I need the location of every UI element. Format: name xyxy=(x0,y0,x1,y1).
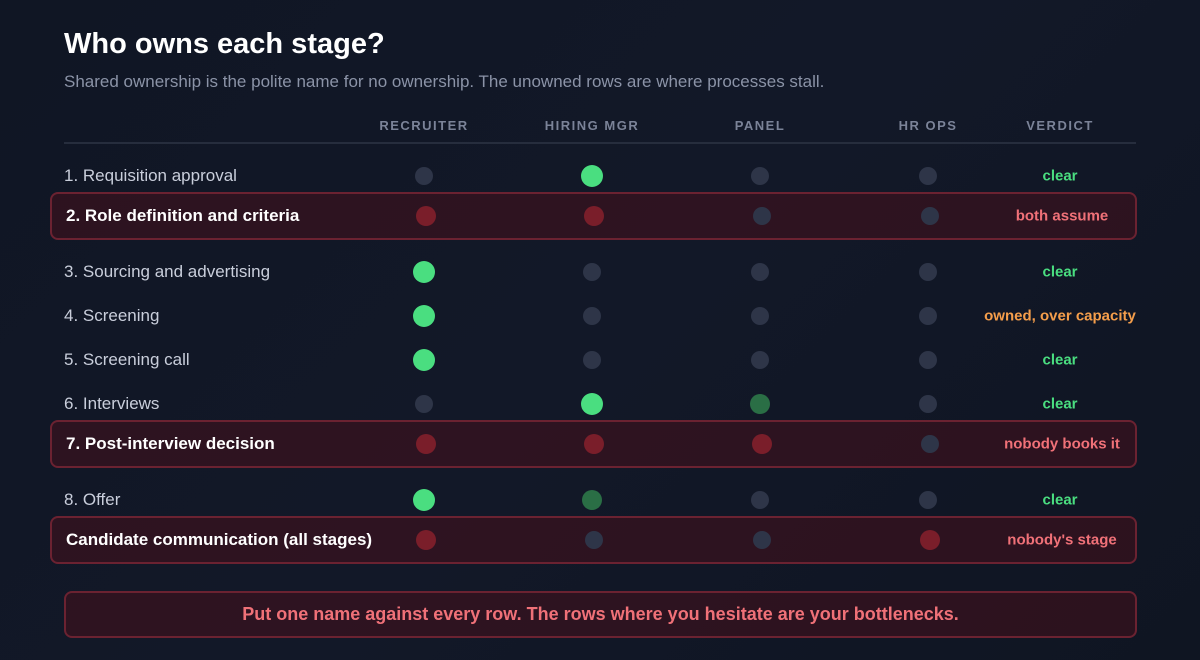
verdict-label: nobody's stage xyxy=(1007,531,1117,549)
ownership-dot-recruiter xyxy=(416,434,436,454)
ownership-dot-recruiter xyxy=(413,349,435,371)
verdict-label: owned, over capacity xyxy=(984,307,1136,325)
table-row-flagged: Candidate communication (all stages) nobo… xyxy=(50,516,1137,564)
ownership-dot-hiring-mgr xyxy=(584,434,604,454)
verdict-label: both assume xyxy=(1015,207,1109,225)
callout-banner: Put one name against every row. The rows… xyxy=(64,591,1137,638)
column-header-verdict: VERDICT xyxy=(1026,118,1094,133)
stage-label: 1. Requisition approval xyxy=(64,166,237,185)
table-row: 4. Screening owned, over capacity xyxy=(50,292,1137,340)
ownership-dot-panel xyxy=(751,307,769,325)
ownership-dot-hiring-mgr xyxy=(583,307,601,325)
stage-label: 7. Post-interview decision xyxy=(66,434,275,453)
verdict-label: clear xyxy=(1042,263,1078,281)
ownership-dot-hr-ops xyxy=(919,167,937,185)
stage-label: 4. Screening xyxy=(64,306,160,325)
column-header-hr-ops: HR OPS xyxy=(898,118,958,133)
table-row-flagged: 2. Role definition and criteria both assu… xyxy=(50,192,1137,240)
ownership-dot-hiring-mgr xyxy=(583,263,601,281)
ownership-dot-panel xyxy=(750,394,770,414)
ownership-dot-recruiter xyxy=(413,489,435,511)
verdict-label: clear xyxy=(1042,395,1078,413)
ownership-dot-recruiter xyxy=(416,206,436,226)
ownership-dot-hr-ops xyxy=(919,263,937,281)
ownership-dot-hiring-mgr xyxy=(581,165,603,187)
table-row: 8. Offer clear xyxy=(50,476,1137,524)
ownership-dot-panel xyxy=(751,351,769,369)
ownership-dot-hiring-mgr xyxy=(583,351,601,369)
stage-label: 5. Screening call xyxy=(64,350,190,369)
ownership-dot-hiring-mgr xyxy=(585,531,603,549)
ownership-dot-hr-ops xyxy=(919,395,937,413)
ownership-dot-panel xyxy=(751,491,769,509)
ownership-dot-recruiter xyxy=(415,167,433,185)
ownership-dot-hr-ops xyxy=(919,351,937,369)
ownership-dot-panel xyxy=(751,263,769,281)
ownership-dot-recruiter xyxy=(413,261,435,283)
page-title: Who owns each stage? xyxy=(64,28,385,60)
stage-label: 6. Interviews xyxy=(64,394,160,413)
column-header-hiring-mgr: HIRING MGR xyxy=(544,118,640,133)
ownership-dot-panel xyxy=(752,434,772,454)
stage-label: 8. Offer xyxy=(64,490,121,509)
column-header-panel: PANEL xyxy=(734,118,786,133)
ownership-dot-recruiter xyxy=(415,395,433,413)
ownership-dot-hr-ops xyxy=(921,435,939,453)
ownership-dot-hr-ops xyxy=(919,491,937,509)
column-header-row: RECRUITER HIRING MGR PANEL HR OPS VERDIC… xyxy=(64,118,1136,144)
ownership-dot-panel xyxy=(751,167,769,185)
ownership-dot-hr-ops xyxy=(921,207,939,225)
ownership-dot-hiring-mgr xyxy=(582,490,602,510)
table-row-flagged: 7. Post-interview decision nobody books i… xyxy=(50,420,1137,468)
table-row: 1. Requisition approval clear xyxy=(50,152,1137,200)
verdict-label: clear xyxy=(1042,491,1078,509)
stage-label: Candidate communication (all stages) xyxy=(66,530,373,549)
stage-label: 3. Sourcing and advertising xyxy=(64,262,271,281)
ownership-dot-recruiter xyxy=(416,530,436,550)
ownership-dot-hiring-mgr xyxy=(581,393,603,415)
table-row: 5. Screening call clear xyxy=(50,336,1137,384)
table-row: 6. Interviews clear xyxy=(50,380,1137,428)
ownership-dot-hr-ops xyxy=(920,530,940,550)
column-header-recruiter: RECRUITER xyxy=(379,118,469,133)
ownership-dot-panel xyxy=(753,531,771,549)
verdict-label: clear xyxy=(1042,167,1078,185)
ownership-dot-recruiter xyxy=(413,305,435,327)
ownership-dot-hr-ops xyxy=(919,307,937,325)
table-row: 3. Sourcing and advertising clear xyxy=(50,248,1137,296)
ownership-dot-panel xyxy=(753,207,771,225)
verdict-label: clear xyxy=(1042,351,1078,369)
page-subtitle: Shared ownership is the polite name for … xyxy=(64,72,825,91)
verdict-label: nobody books it xyxy=(1004,435,1120,453)
stage-label: 2. Role definition and criteria xyxy=(66,206,300,225)
ownership-dot-hiring-mgr xyxy=(584,206,604,226)
